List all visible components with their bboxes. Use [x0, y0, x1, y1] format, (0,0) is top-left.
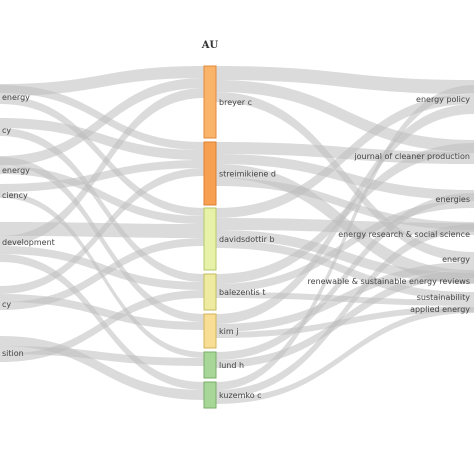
left-term-label: cy	[2, 126, 11, 135]
link-left-4-to-author-3	[0, 246, 204, 290]
author-label: kuzemko c	[219, 391, 262, 400]
link-author-0-to-source-0	[216, 66, 474, 94]
link-left-2-to-author-0	[0, 78, 204, 166]
author-node[interactable]	[203, 351, 217, 379]
author-label: breyer c	[219, 98, 252, 107]
link-left-0-to-author-2	[0, 96, 204, 216]
author-label: davidsdottir b	[219, 235, 275, 244]
left-term-label: cy	[2, 300, 11, 309]
source-label: renewable & sustainable energy reviews	[308, 277, 470, 286]
link-left-1-to-author-3	[0, 128, 204, 282]
author-node[interactable]	[203, 65, 217, 139]
link-left-6-to-author-3	[0, 290, 204, 362]
left-term-label: energy	[2, 166, 30, 175]
link-author-6-to-source-3	[216, 224, 474, 398]
link-left-3-to-author-1	[0, 160, 204, 192]
column-title-au: AU	[201, 40, 219, 51]
link-left-5-to-author-1	[0, 168, 204, 294]
link-author-1-to-source-2	[216, 154, 474, 200]
nodes-layer: breyer c streimikiene d davidsdottir b bale…	[2, 65, 471, 409]
link-author-4-to-source-0	[216, 104, 474, 324]
link-left-5-to-author-2	[0, 238, 204, 310]
link-left-0-to-author-0	[0, 66, 204, 96]
left-term-label: development	[2, 238, 55, 247]
link-left-2-to-author-2	[0, 166, 204, 224]
author-node[interactable]	[203, 273, 217, 311]
author-label: kim j	[219, 327, 238, 336]
link-author-5-to-source-5	[216, 270, 474, 368]
link-left-4-to-author-0	[0, 88, 204, 246]
link-author-6-to-source-7	[216, 307, 474, 404]
author-node[interactable]	[203, 207, 217, 271]
author-label: balezentis t	[219, 288, 266, 297]
link-left-2-to-author-4	[0, 157, 204, 322]
left-term-label: energy	[2, 93, 30, 102]
source-label: energy	[442, 255, 470, 264]
source-label: journal of cleaner production	[353, 152, 470, 161]
author-label: streimikiene d	[219, 170, 276, 179]
author-label: lund h	[219, 361, 244, 370]
links-layer	[0, 66, 474, 404]
link-author-2-to-source-0	[216, 94, 474, 218]
source-label: energy policy	[416, 95, 470, 104]
link-author-2-to-source-6	[216, 240, 474, 300]
link-author-2-to-source-3	[216, 218, 474, 235]
author-node[interactable]	[203, 313, 217, 349]
link-left-1-to-author-1	[0, 118, 204, 160]
left-term-label: sition	[2, 349, 24, 358]
source-label: energy research & social science	[338, 230, 470, 239]
source-label: applied energy	[410, 305, 470, 314]
source-label: sustainability	[417, 293, 471, 302]
link-author-1-to-source-3	[216, 178, 474, 230]
link-author-4-to-source-4	[216, 262, 474, 332]
link-author-6-to-source-0	[216, 85, 474, 390]
link-left-6-to-author-6	[0, 336, 204, 400]
source-label: energies	[436, 195, 470, 204]
link-author-3-to-source-2	[216, 200, 474, 292]
author-node[interactable]	[203, 381, 217, 409]
link-author-5-to-source-2	[216, 193, 474, 360]
left-term-label: ciency	[2, 191, 28, 200]
author-node[interactable]	[203, 141, 217, 206]
